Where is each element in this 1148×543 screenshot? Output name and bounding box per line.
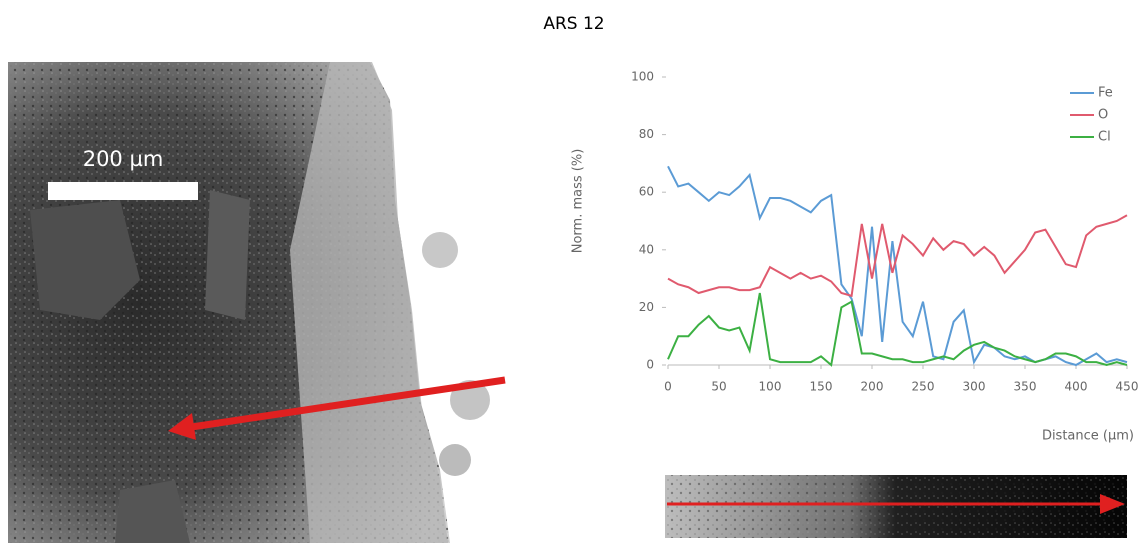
x-tick-label: 200 [861,380,884,394]
scale-bar-label: 200 µm [83,147,164,171]
y-tick-label: 100 [631,70,654,84]
y-tick-label: 0 [646,358,654,372]
series-line [667,292,1128,367]
series-line [667,214,1128,298]
figure-title: ARS 12 [543,14,604,34]
x-tick-label: 100 [759,380,782,394]
chart: 0 20 40 60 80 100 0 50 100 150 200 250 300 350 400 450 N… [571,70,1139,444]
x-tick-label: 150 [810,380,833,394]
x-axis-label: Distance (µm) [1042,429,1134,444]
x-tick-label: 350 [1014,380,1037,394]
y-tick-label: 60 [639,185,654,199]
y-tick-label: 20 [639,300,654,314]
line-strip-image [665,475,1127,538]
legend-label: Cl [1098,130,1111,145]
scale-bar [48,182,198,200]
series-line [667,165,1128,367]
legend-label: Fe [1098,86,1113,101]
sem-image: 200 µm [8,62,515,543]
y-tick-label: 80 [639,127,654,141]
x-tick-label: 450 [1116,380,1139,394]
legend-label: O [1098,108,1108,123]
y-axis-label: Norm. mass (%) [571,149,586,254]
x-tick-label: 50 [711,380,726,394]
x-tick-label: 300 [963,380,986,394]
x-tick-label: 0 [664,380,672,394]
x-tick-label: 250 [912,380,935,394]
y-tick-label: 40 [639,242,654,256]
x-tick-label: 400 [1065,380,1088,394]
